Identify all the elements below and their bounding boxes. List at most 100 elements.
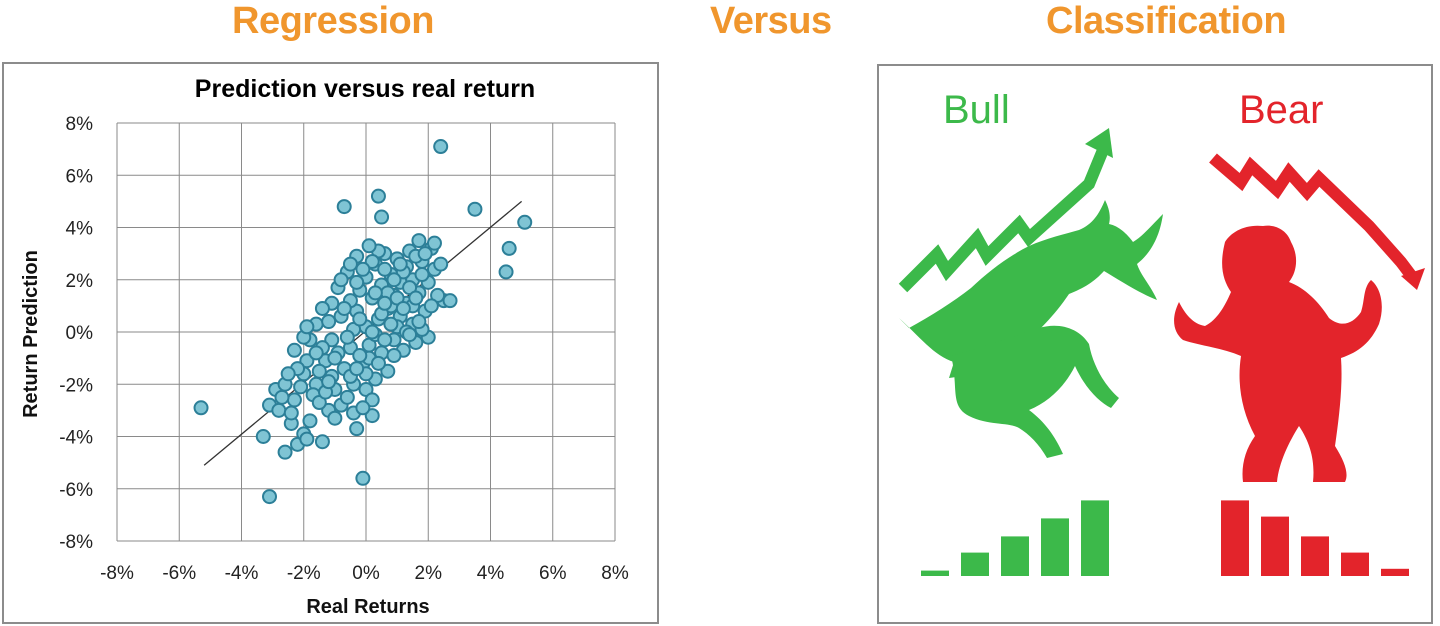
- data-point: [411, 314, 427, 330]
- bull-arrow-icon: [898, 128, 1113, 293]
- data-point: [262, 489, 278, 505]
- data-point: [277, 444, 293, 460]
- bear-bars: [1221, 500, 1409, 576]
- data-point: [271, 402, 287, 418]
- data-point: [333, 272, 349, 288]
- data-point: [361, 238, 377, 254]
- data-point: [367, 285, 383, 301]
- regression-panel: Prediction versus real return -8% -6% -4% -…: [2, 62, 659, 624]
- bar: [1041, 518, 1069, 576]
- classification-heading: Classification: [1046, 0, 1287, 42]
- data-point: [426, 235, 442, 251]
- y-tick-label: 2%: [66, 271, 94, 292]
- tick-labels: -8% -6% -4% -2% 0% 2% 4% 6% 8% 8% 6% 4% 2% 0% -2% -4% -6…: [59, 114, 629, 584]
- data-point: [308, 345, 324, 361]
- y-tick-label: -6%: [59, 480, 93, 501]
- bar: [1081, 500, 1109, 576]
- scatter-chart: Prediction versus real return -8% -6% -4% -…: [20, 75, 629, 618]
- y-axis-title: Return Prediction: [20, 250, 42, 418]
- data-point: [386, 348, 402, 364]
- data-point: [352, 348, 368, 364]
- x-tick-label: 6%: [539, 563, 567, 584]
- y-tick-label: 8%: [66, 114, 94, 135]
- classification-panel: Bull Bear: [877, 64, 1433, 624]
- bar: [961, 552, 989, 576]
- data-point: [349, 361, 365, 377]
- data-point: [299, 353, 315, 369]
- data-point: [349, 421, 365, 437]
- versus-heading: Versus: [710, 0, 832, 42]
- data-point: [364, 408, 380, 424]
- data-point: [408, 290, 424, 306]
- bull-bear-illustration: [898, 128, 1425, 576]
- regression-heading: Regression: [232, 0, 434, 42]
- data-point: [402, 327, 418, 343]
- bull-label: Bull: [943, 88, 1010, 132]
- x-tick-label: 8%: [601, 563, 629, 584]
- bar: [921, 570, 949, 576]
- data-point: [299, 319, 315, 335]
- data-point: [274, 389, 290, 405]
- data-point: [302, 413, 318, 429]
- data-point: [380, 363, 396, 379]
- bear-icon: [1174, 225, 1382, 482]
- data-point: [498, 264, 514, 280]
- bar: [1221, 500, 1249, 576]
- x-tick-label: 4%: [477, 563, 505, 584]
- data-point: [417, 246, 433, 262]
- bear-arrow-icon: [1209, 153, 1425, 290]
- bar: [1341, 552, 1369, 576]
- data-point: [339, 329, 355, 345]
- y-tick-label: 4%: [66, 219, 94, 240]
- data-point: [355, 261, 371, 277]
- data-point: [411, 233, 427, 249]
- data-point: [355, 470, 371, 486]
- data-point: [433, 139, 449, 155]
- data-point: [311, 363, 327, 379]
- data-point: [392, 256, 408, 272]
- y-tick-label: -8%: [59, 532, 93, 553]
- bull-bars: [921, 500, 1109, 576]
- bar: [1261, 516, 1289, 576]
- data-point: [327, 410, 343, 426]
- y-tick-label: -2%: [59, 375, 93, 396]
- data-point: [433, 256, 449, 272]
- data-point: [336, 300, 352, 316]
- data-point: [314, 434, 330, 450]
- data-point: [370, 188, 386, 204]
- data-point: [286, 342, 302, 358]
- bull-icon: [899, 200, 1163, 458]
- data-point: [324, 332, 340, 348]
- bar: [1301, 536, 1329, 576]
- data-point: [423, 298, 439, 314]
- x-tick-label: -2%: [287, 563, 321, 584]
- data-point: [255, 429, 271, 444]
- data-point: [364, 392, 380, 408]
- data-point: [517, 214, 533, 230]
- bar: [1001, 536, 1029, 576]
- data-point: [377, 261, 393, 277]
- x-tick-label: -6%: [162, 563, 196, 584]
- data-point: [364, 324, 380, 340]
- data-point: [352, 311, 368, 327]
- data-point: [355, 400, 371, 416]
- data-point: [339, 389, 355, 405]
- data-point: [321, 374, 337, 390]
- data-point: [327, 350, 343, 366]
- data-point: [377, 295, 393, 311]
- x-tick-label: 2%: [415, 563, 443, 584]
- data-points: [193, 139, 533, 505]
- data-point: [280, 366, 296, 382]
- data-point: [299, 431, 315, 447]
- data-point: [377, 332, 393, 348]
- y-tick-label: 6%: [66, 166, 94, 187]
- data-point: [349, 274, 365, 290]
- data-point: [414, 267, 430, 283]
- data-point: [293, 379, 309, 395]
- bear-label: Bear: [1239, 88, 1324, 132]
- data-point: [286, 392, 302, 408]
- data-point: [395, 300, 411, 316]
- chart-title: Prediction versus real return: [195, 75, 535, 103]
- data-point: [314, 300, 330, 316]
- bar: [1381, 568, 1409, 576]
